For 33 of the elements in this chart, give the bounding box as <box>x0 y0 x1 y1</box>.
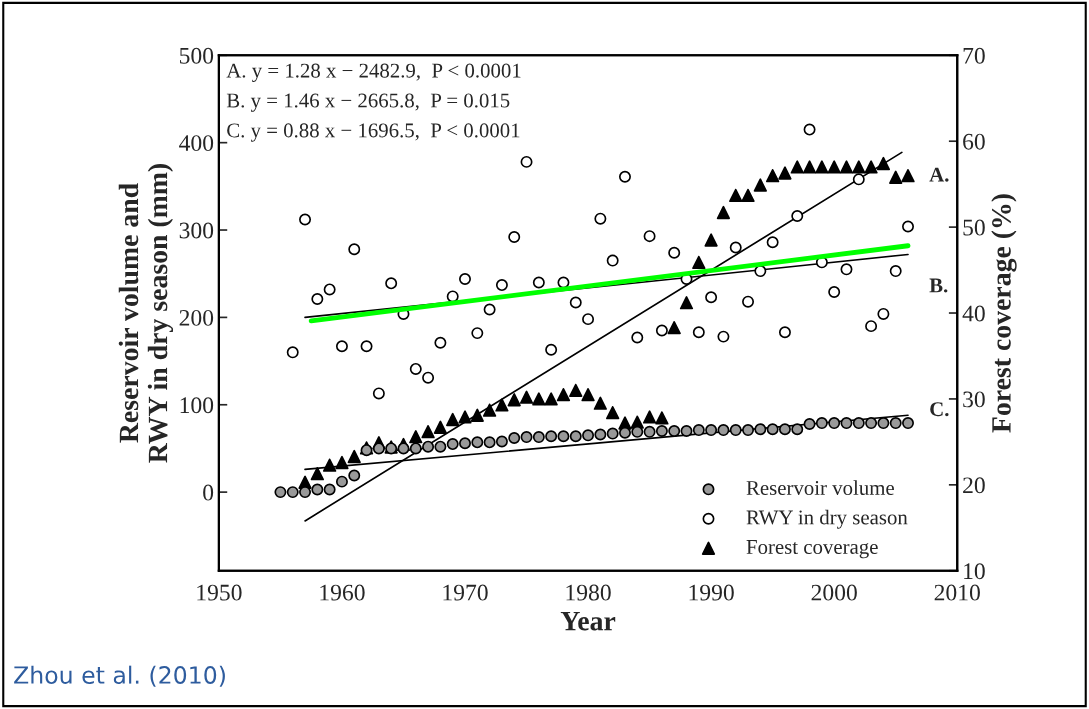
annotation: B. y = 1.46 x − 2665.8, P = 0.015 <box>226 93 510 112</box>
text: Zhou et al. (2010) <box>14 665 225 687</box>
y-tick-label: 100 <box>180 397 214 414</box>
y2-tick-label: 10 <box>964 563 985 580</box>
annotation: C. <box>930 402 949 417</box>
y-tick-label: 500 <box>179 47 214 64</box>
annotation: B. <box>929 278 948 293</box>
y2-tick-label: 50 <box>963 219 985 236</box>
legend-label: RWY in dry season <box>746 509 908 529</box>
y-tick-label: 200 <box>179 309 214 326</box>
x-axis-title: Year <box>560 611 616 631</box>
x-tick-label: 2000 <box>811 584 857 601</box>
annotation: C. y = 0.88 x − 1696.5, P < 0.0001 <box>227 123 520 142</box>
y-axis-title: Reservoir volume and RWY in dry season (mm) <box>118 164 174 463</box>
x-tick-label: 2010 <box>934 584 980 601</box>
annotation: A. y = 1.28 x − 2482.9, P < 0.0001 <box>226 63 521 82</box>
legend-label: Forest coverage <box>746 540 878 559</box>
y2-tick-label: 30 <box>963 391 985 408</box>
x-tick-label: 1960 <box>320 584 365 601</box>
y-tick-label: 400 <box>179 135 214 152</box>
y2-axis-title: Forest coverage (%) <box>991 194 1017 433</box>
x-tick-label: 1980 <box>566 584 611 601</box>
y2-tick-label: 70 <box>963 47 985 64</box>
y2-tick-label: 40 <box>962 305 985 322</box>
y-tick-label: 0 <box>203 484 214 501</box>
annotation: A. <box>929 167 949 182</box>
x-tick-label: 1990 <box>689 584 734 601</box>
y2-tick-label: 20 <box>963 477 985 494</box>
legend-label: Reservoir volume <box>746 480 894 496</box>
y2-tick-label: 60 <box>963 133 985 150</box>
y-tick-label: 300 <box>179 222 214 239</box>
x-tick-label: 1950 <box>197 584 242 601</box>
x-tick-label: 1970 <box>443 584 488 601</box>
